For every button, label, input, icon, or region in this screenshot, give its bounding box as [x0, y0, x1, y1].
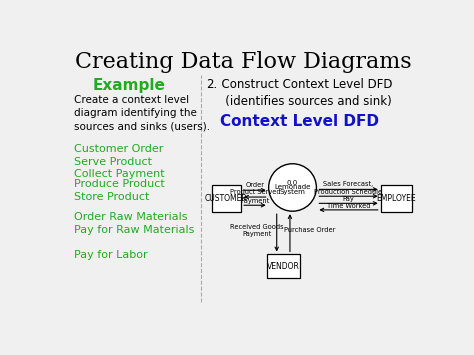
FancyBboxPatch shape — [212, 185, 241, 212]
Text: Sales Forecast,: Sales Forecast, — [323, 181, 374, 187]
Text: Time Worked: Time Worked — [327, 202, 370, 208]
Text: VENDOR: VENDOR — [267, 262, 300, 271]
Text: Production Schedule: Production Schedule — [314, 189, 383, 195]
Text: 0.0: 0.0 — [287, 180, 298, 186]
Text: EMPLOYEE: EMPLOYEE — [376, 194, 416, 203]
Text: Creating Data Flow Diagrams: Creating Data Flow Diagrams — [74, 51, 411, 73]
Ellipse shape — [269, 164, 316, 211]
Text: 2.: 2. — [206, 78, 218, 91]
Text: Pay for Labor: Pay for Labor — [74, 250, 147, 260]
Text: Context Level DFD: Context Level DFD — [220, 114, 379, 129]
Text: Lemonade: Lemonade — [274, 185, 310, 191]
Text: Product Served: Product Served — [229, 189, 280, 195]
Text: Create a context level
diagram identifying the
sources and sinks (users).: Create a context level diagram identifyi… — [74, 94, 210, 132]
Text: Payment: Payment — [240, 198, 270, 204]
Text: Example: Example — [92, 78, 165, 93]
Text: Pay: Pay — [343, 196, 355, 202]
FancyBboxPatch shape — [381, 185, 412, 212]
Text: Customer Order
Serve Product
Collect Payment: Customer Order Serve Product Collect Pay… — [74, 144, 164, 179]
Text: System: System — [280, 190, 305, 195]
Text: Received Goods
Payment: Received Goods Payment — [230, 224, 283, 236]
Text: Construct Context Level DFD
   (identifies sources and sink): Construct Context Level DFD (identifies … — [213, 78, 392, 108]
Text: Order: Order — [246, 182, 264, 188]
Text: CUSTOMER: CUSTOMER — [205, 194, 248, 203]
FancyBboxPatch shape — [267, 255, 300, 278]
Text: Purchase Order: Purchase Order — [284, 227, 336, 233]
Text: Produce Product
Store Product: Produce Product Store Product — [74, 179, 164, 202]
Text: Order Raw Materials
Pay for Raw Materials: Order Raw Materials Pay for Raw Material… — [74, 212, 194, 235]
